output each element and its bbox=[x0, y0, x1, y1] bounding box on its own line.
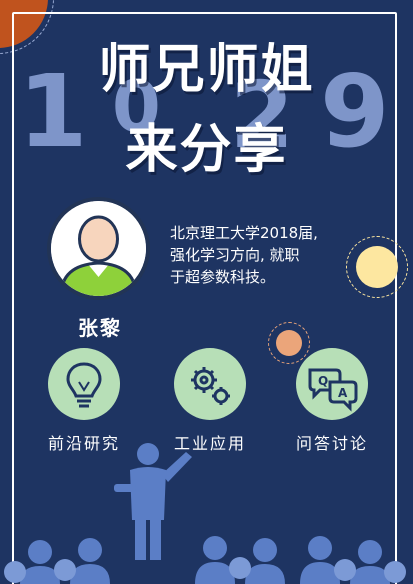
peach-circle bbox=[276, 330, 302, 356]
poster-frame bbox=[12, 12, 397, 584]
page-title-line1: 师兄师姐 bbox=[98, 40, 315, 100]
qa-chat-icon: Q A bbox=[308, 368, 358, 412]
audience-illustration bbox=[4, 443, 406, 584]
lightbulb-icon bbox=[66, 362, 102, 408]
page-title-line2: 来分享 bbox=[125, 120, 288, 180]
speaker-bio: 北京理工大学2018届, 强化学习方向, 就职 于超参数科技。 bbox=[170, 222, 370, 288]
feature-label-industry: 工业应用 bbox=[173, 434, 246, 453]
svg-text:Q: Q bbox=[318, 374, 328, 388]
feature-label-research: 前沿研究 bbox=[47, 434, 120, 453]
bg-digit-2: 0 bbox=[112, 66, 161, 148]
bg-digit-3: 2 bbox=[230, 62, 295, 169]
svg-text:A: A bbox=[338, 386, 348, 400]
speaker-name: 张黎 bbox=[78, 316, 122, 340]
feature-label-qa: 问答讨论 bbox=[295, 434, 368, 453]
bg-digit-4: 9 bbox=[320, 53, 390, 170]
bio-line: 北京理工大学2018届, bbox=[170, 224, 318, 242]
avatar bbox=[47, 197, 150, 300]
yellow-dashed-ring bbox=[346, 236, 408, 298]
feature-research bbox=[48, 348, 120, 420]
person-avatar-icon bbox=[51, 201, 146, 296]
bio-line: 强化学习方向, 就职 bbox=[170, 246, 300, 264]
bio-line: 于超参数科技。 bbox=[170, 268, 276, 286]
bg-digit-1: 1 bbox=[18, 53, 88, 170]
feature-industry bbox=[174, 348, 246, 420]
feature-qa: Q A bbox=[296, 348, 368, 420]
peach-dashed-ring bbox=[268, 322, 310, 364]
gears-icon bbox=[191, 367, 230, 405]
yellow-circle bbox=[356, 246, 398, 288]
